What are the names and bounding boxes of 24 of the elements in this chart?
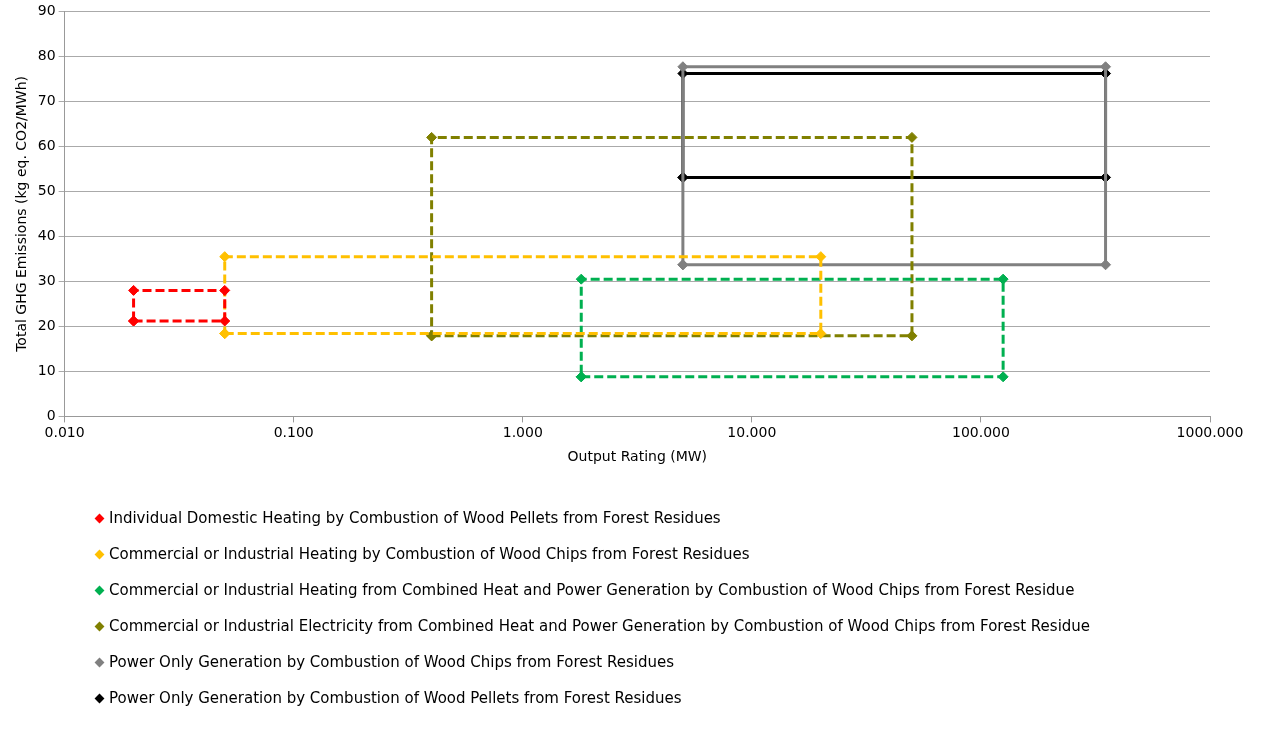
y-tick-label: 30 — [37, 272, 56, 289]
legend-label: Power Only Generation by Combustion of Wood Chips from Forest Residues — [109, 653, 675, 671]
y-tick-label: 10 — [37, 362, 56, 379]
y-tick-label: 80 — [37, 47, 56, 64]
legend-label: Power Only Generation by Combustion of Wood Pellets from Forest Residues — [109, 689, 682, 707]
x-tick-label: 1.000 — [502, 424, 543, 441]
x-tick-label: 0.100 — [273, 424, 314, 441]
y-tick-label: 0 — [46, 407, 56, 424]
y-tick-label: 50 — [37, 182, 56, 199]
y-tick-label: 60 — [37, 137, 56, 154]
y-tick-label: 90 — [37, 2, 56, 19]
y-tick-label: 70 — [37, 92, 56, 109]
legend-label: Individual Domestic Heating by Combustion of Wood Pellets from Forest Residues — [109, 509, 721, 527]
legend-label: Commercial or Industrial Heating from Combined Heat and Power Generation by Combustion of Wood Chips from Forest Residue — [109, 581, 1075, 599]
x-axis-title: Output Rating (MW) — [567, 448, 708, 465]
y-tick-label: 20 — [37, 317, 56, 334]
y-tick-label: 40 — [37, 227, 56, 244]
y-axis-title: Total GHG Emissions (kg eq. CO2/MWh) — [13, 75, 30, 353]
x-tick-label: 0.010 — [44, 424, 85, 441]
legend-label: Commercial or Industrial Electricity from Combined Heat and Power Generation by Combustion of Wood Chips from Forest Residue — [109, 617, 1091, 635]
x-tick-label: 10.000 — [727, 424, 777, 441]
legend-label: Commercial or Industrial Heating by Combustion of Wood Chips from Forest Residues — [109, 545, 750, 563]
x-tick-label: 1000.000 — [1176, 424, 1244, 441]
x-tick-label: 100.000 — [951, 424, 1010, 441]
